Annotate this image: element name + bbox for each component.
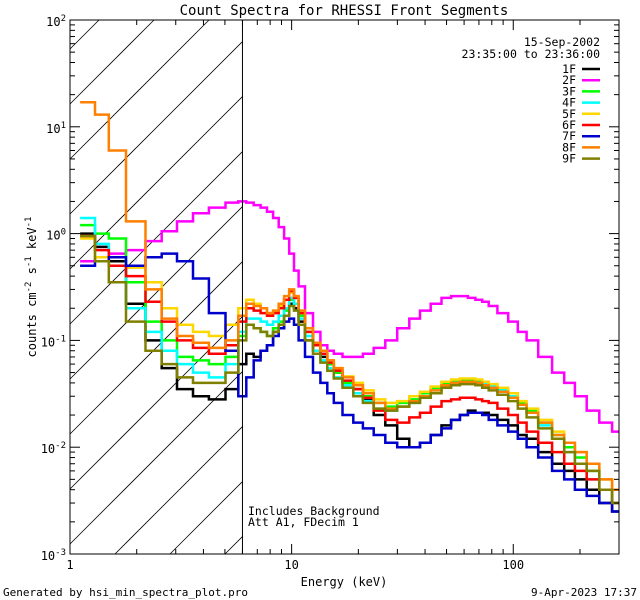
- hatch-line: [69, 151, 243, 325]
- svg-text:counts cm-2 s-1 keV-1: counts cm-2 s-1 keV-1: [24, 217, 39, 358]
- series-line-9F: [80, 234, 619, 505]
- footer-timestamp: 9-Apr-2023 17:37: [531, 586, 637, 599]
- y-tick-label: 100: [46, 228, 66, 243]
- hatch-line: [69, 19, 155, 105]
- y-tick-label: 10-2: [41, 441, 66, 456]
- y-tick-label: 101: [46, 121, 66, 136]
- x-tick-label: 10: [284, 558, 298, 572]
- y-tick-label: 10-3: [41, 548, 66, 563]
- hatch-line: [69, 316, 243, 490]
- y-tick-label: 102: [46, 14, 66, 29]
- legend-label-4F: 4F: [562, 96, 576, 110]
- hatch-line: [169, 481, 243, 555]
- hatch-line: [69, 261, 243, 435]
- footer-generated-by: Generated by hsi_min_spectra_plot.pro: [3, 586, 248, 599]
- series-layer: [80, 100, 619, 513]
- hatch-line: [69, 206, 243, 380]
- hatch-line: [69, 371, 243, 545]
- hatched-region: [69, 19, 243, 555]
- plot-frame: [69, 19, 620, 555]
- legend-label-9F: 9F: [562, 152, 576, 166]
- annotation-attenuator: Att A1, FDecim 1: [248, 515, 359, 529]
- legend-label-1F: 1F: [562, 62, 576, 76]
- legend-time-range: 23:35:00 to 23:36:00: [462, 47, 601, 61]
- y-axis-label: counts cm-2 s-1 keV-1: [24, 217, 39, 358]
- series-line-8F: [80, 100, 619, 491]
- hatch-line: [69, 19, 100, 50]
- x-axis-label: Energy (keV): [301, 575, 388, 589]
- axes: 1 10 100 10-3 10-2 10-1 100 101 102: [41, 14, 620, 572]
- chart-title: Count Spectra for RHESSI Front Segments: [180, 3, 509, 19]
- x-tick-label: 1: [66, 558, 73, 572]
- annotation-background: Includes Background: [248, 504, 380, 518]
- legend-label-6F: 6F: [562, 118, 576, 132]
- series-line-7F: [80, 252, 619, 513]
- hatch-line: [69, 41, 243, 215]
- hatch-line: [69, 96, 243, 270]
- hatch-line: [114, 426, 243, 555]
- series-line-1F: [80, 232, 619, 513]
- series-line-6F: [80, 234, 619, 505]
- legend-date: 15-Sep-2002: [524, 35, 600, 49]
- hatch-line: [69, 19, 210, 160]
- legend: 15-Sep-2002 23:35:00 to 23:36:00 1F2F3F4…: [462, 35, 601, 166]
- y-tick-label: 10-1: [41, 334, 66, 349]
- legend-label-2F: 2F: [562, 73, 576, 87]
- legend-label-3F: 3F: [562, 84, 576, 98]
- legend-label-8F: 8F: [562, 140, 576, 154]
- legend-label-7F: 7F: [562, 129, 576, 143]
- series-line-2F: [80, 200, 619, 433]
- hatch-line: [224, 536, 243, 555]
- x-tick-label: 100: [502, 558, 524, 572]
- legend-label-5F: 5F: [562, 107, 576, 121]
